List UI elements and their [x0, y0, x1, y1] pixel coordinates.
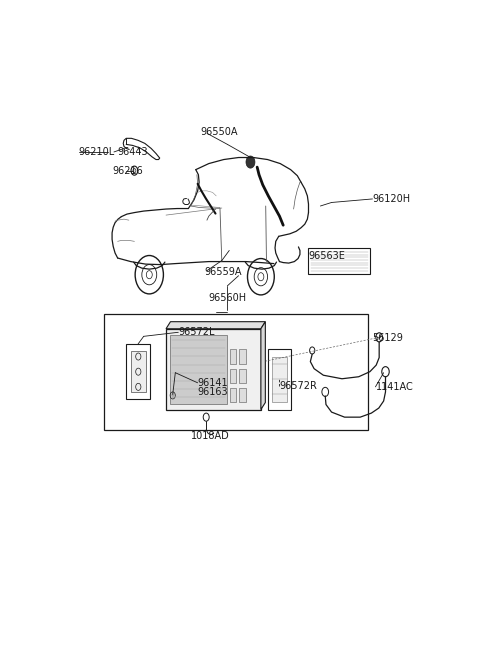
Text: 1018AD: 1018AD: [192, 431, 230, 441]
Text: 96443: 96443: [118, 147, 148, 157]
Bar: [272, 357, 287, 402]
Text: 96559A: 96559A: [204, 267, 242, 277]
Bar: [131, 352, 146, 392]
Text: 96560H: 96560H: [208, 293, 246, 303]
Bar: [309, 249, 370, 274]
Text: 1141AC: 1141AC: [375, 382, 413, 392]
Bar: [239, 369, 246, 383]
Bar: [229, 369, 236, 383]
Bar: [170, 335, 227, 403]
Bar: [126, 344, 150, 400]
Text: 96572R: 96572R: [279, 381, 317, 391]
Text: 96163: 96163: [198, 387, 228, 397]
Text: 96550A: 96550A: [201, 127, 238, 136]
Circle shape: [246, 156, 255, 168]
Bar: [239, 388, 246, 402]
Text: 96563E: 96563E: [309, 251, 346, 260]
Bar: [166, 329, 261, 409]
Text: 56129: 56129: [372, 333, 403, 343]
Text: 96216: 96216: [112, 166, 143, 176]
Polygon shape: [261, 321, 265, 409]
Bar: [229, 350, 236, 363]
Bar: [229, 388, 236, 402]
Text: 96572L: 96572L: [178, 327, 215, 337]
Text: 96120H: 96120H: [372, 194, 410, 204]
Polygon shape: [166, 321, 265, 329]
Text: 96141: 96141: [198, 378, 228, 388]
Text: 96210L: 96210L: [79, 147, 115, 157]
Bar: [268, 349, 291, 409]
Bar: [239, 350, 246, 363]
Bar: [104, 314, 368, 430]
